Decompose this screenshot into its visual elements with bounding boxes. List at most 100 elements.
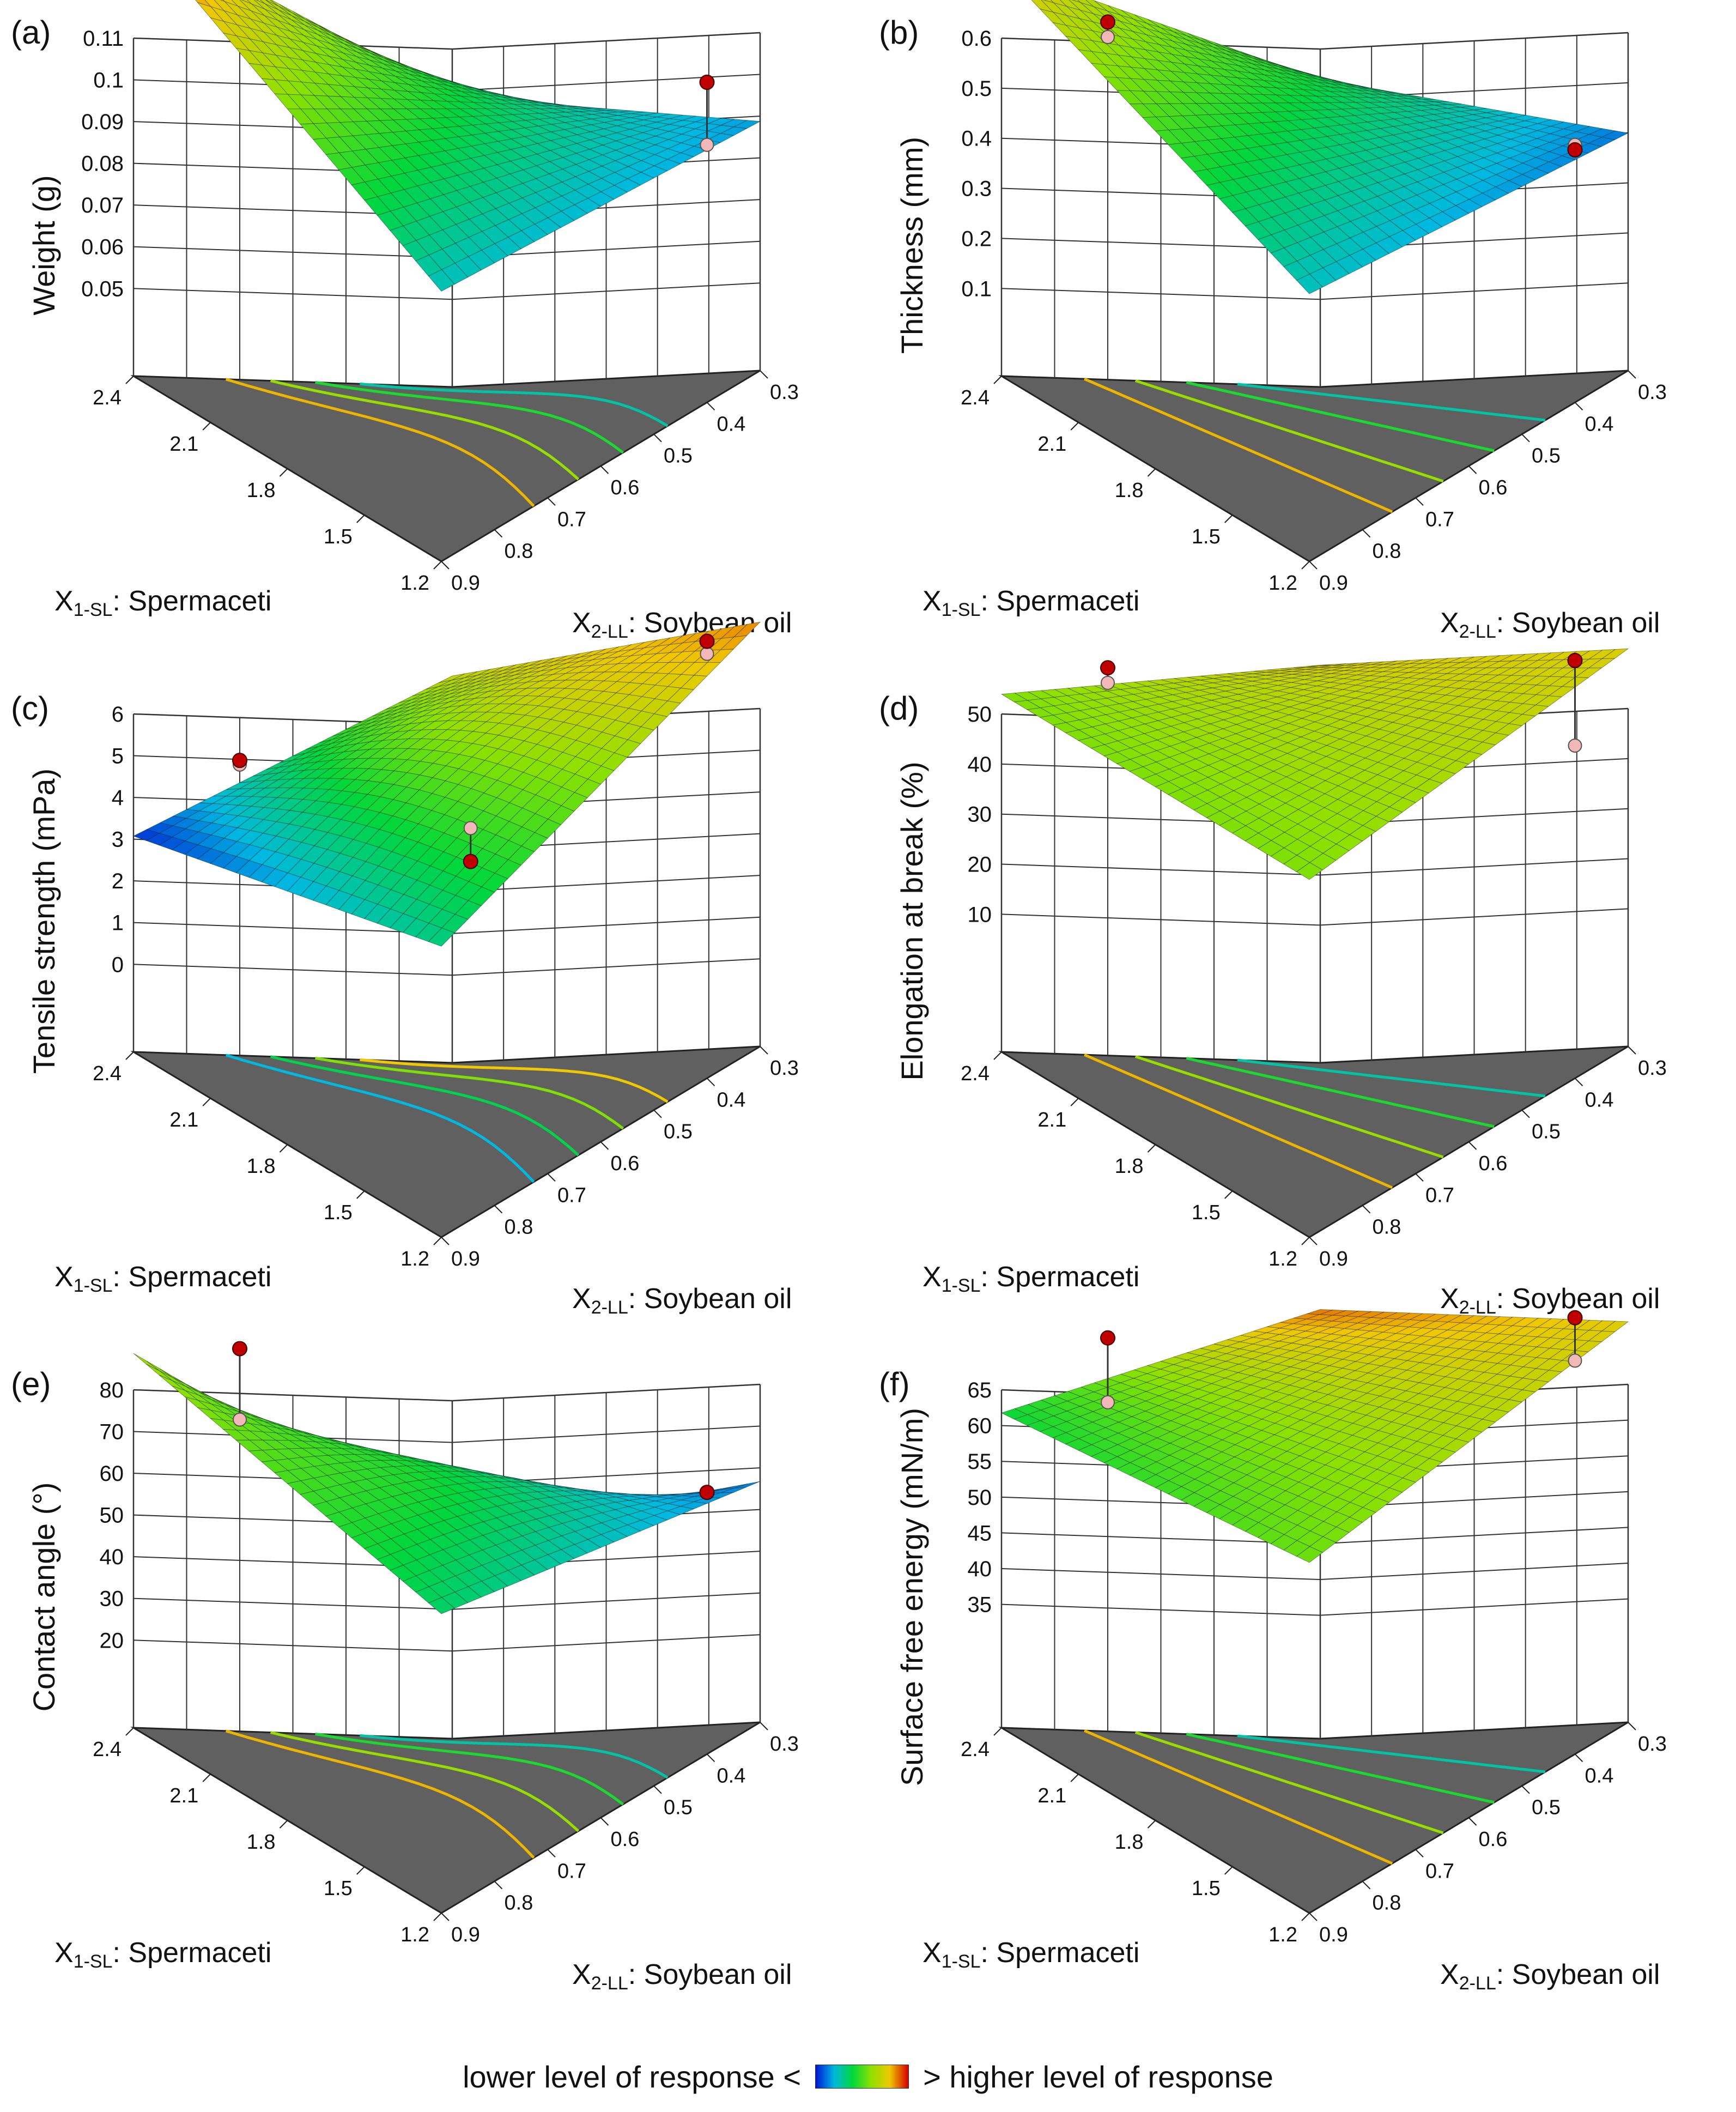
- x2-tick-label: 0.6: [1479, 1828, 1508, 1851]
- floor-contour-line: [315, 1056, 624, 1130]
- response-surface: [195, 0, 761, 292]
- x1-axis-label: X1-SL: Spermaceti: [54, 1937, 271, 1972]
- x2-tick-label: 0.4: [717, 413, 746, 435]
- x1-tick: [1224, 1190, 1233, 1199]
- surface-cell: [1601, 648, 1629, 659]
- x1-tick-label: 2.1: [169, 1109, 198, 1131]
- x1-tick-label: 1.2: [400, 572, 429, 595]
- x1-tick-label: 1.5: [324, 1877, 353, 1900]
- x2-tick-label: 0.3: [770, 381, 799, 404]
- z-gridline: [133, 958, 761, 976]
- x2-tick-label: 0.8: [1373, 1892, 1401, 1915]
- x2-tick-label: 0.7: [557, 1184, 586, 1207]
- panel-label: (a): [11, 14, 51, 51]
- z-gridline: [1001, 1598, 1629, 1616]
- design-point-marker: [1100, 1330, 1115, 1346]
- x1-tick: [125, 376, 134, 384]
- x1-tick-label: 2.4: [961, 1738, 990, 1761]
- z-tick-label: 60: [968, 1414, 992, 1438]
- x1-tick-label: 1.5: [1192, 1201, 1221, 1224]
- surface-cell: [1601, 130, 1629, 140]
- design-point-marker: [232, 1341, 247, 1357]
- floor-contour-line: [1134, 1731, 1444, 1835]
- x2-tick: [441, 1237, 450, 1245]
- x2-tick: [1415, 1173, 1424, 1182]
- x2-tick: [1574, 1753, 1583, 1763]
- x2-tick: [1574, 402, 1583, 411]
- z-gridline: [133, 1384, 761, 1402]
- x1-tick: [1224, 515, 1233, 523]
- x1-axis-label: X1-SL: Spermaceti: [922, 585, 1139, 620]
- x2-tick-label: 0.5: [1532, 1121, 1561, 1143]
- x2-tick: [1362, 1880, 1371, 1890]
- response-surface: [1000, 1309, 1629, 1563]
- x2-tick: [441, 561, 450, 570]
- floor-contour-line: [1186, 1057, 1495, 1128]
- z-tick-label: 40: [100, 1545, 124, 1569]
- x1-tick: [1224, 1866, 1233, 1875]
- z-tick-label: 55: [968, 1450, 992, 1474]
- surface-cell: [733, 1481, 761, 1488]
- z-tick-label: 30: [100, 1587, 124, 1611]
- z-gridline: [133, 1634, 761, 1652]
- x1-tick: [993, 1051, 1002, 1060]
- x2-tick: [1628, 1046, 1636, 1055]
- x2-tick-label: 0.3: [1638, 381, 1667, 404]
- z-axis-label: Surface free energy (mN/m): [895, 1408, 929, 1786]
- floor-contour-line: [360, 1058, 669, 1103]
- x2-tick-label: 0.6: [611, 1828, 640, 1851]
- surface-cell: [1601, 1321, 1629, 1332]
- panel-label: (f): [879, 1366, 910, 1402]
- floor-contour-line: [225, 1729, 535, 1859]
- x2-tick: [1415, 1849, 1424, 1858]
- design-point-marker: [463, 854, 478, 869]
- x2-tick: [547, 1849, 556, 1858]
- x1-tick-label: 1.5: [324, 525, 353, 548]
- surface-cell: [733, 120, 761, 129]
- floor-contour-line: [1084, 1053, 1393, 1189]
- x2-tick: [760, 1046, 768, 1055]
- floor-contour-line: [1084, 377, 1393, 513]
- x1-tick: [125, 1051, 134, 1060]
- x1-tick: [433, 1237, 442, 1245]
- x2-tick-label: 0.9: [1319, 1923, 1348, 1946]
- z-tick-label: 20: [968, 853, 992, 877]
- z-tick-label: 20: [100, 1629, 124, 1653]
- z-tick-label: 0.08: [81, 152, 124, 176]
- x1-tick: [993, 376, 1002, 384]
- z-tick-label: 0.3: [961, 177, 992, 201]
- x1-tick-label: 2.1: [169, 1784, 198, 1807]
- design-point-marker: [699, 1485, 715, 1500]
- x2-tick: [653, 1109, 662, 1118]
- z-tick-label: 5: [112, 745, 124, 768]
- chart-panel: 0 1 2 3 4 5 6 2.4 2.1 1.8 1.5 1.2 0.9 0.8 0.7 0.6 0.5 0.4…: [11, 621, 799, 1318]
- x2-tick: [1521, 1785, 1530, 1794]
- z-tick-label: 0.06: [81, 235, 124, 259]
- x2-tick-label: 0.8: [505, 540, 533, 563]
- x1-tick-label: 1.2: [1268, 572, 1297, 595]
- x1-tick: [356, 1866, 365, 1875]
- x2-tick-label: 0.7: [1425, 1860, 1454, 1883]
- predicted-point-marker: [1101, 29, 1115, 44]
- x1-tick-label: 1.8: [247, 1155, 276, 1178]
- x2-tick: [547, 1173, 556, 1182]
- x1-tick-label: 2.1: [1037, 1109, 1066, 1131]
- z-tick-label: 0.07: [81, 193, 124, 217]
- x2-tick: [760, 1722, 768, 1730]
- design-point-marker: [1567, 1310, 1583, 1326]
- z-tick-label: 4: [112, 786, 124, 810]
- floor-contour-line: [1237, 1734, 1546, 1774]
- x2-tick-label: 0.3: [1638, 1057, 1667, 1080]
- x1-tick: [356, 1190, 365, 1199]
- surface-cell: [146, 1364, 173, 1381]
- x2-tick: [706, 1753, 715, 1763]
- x1-axis-label: X1-SL: Spermaceti: [54, 585, 271, 620]
- floor-contour-line: [1134, 379, 1444, 483]
- x2-tick: [1309, 1237, 1318, 1245]
- x2-tick: [1309, 1913, 1318, 1921]
- z-tick-label: 6: [112, 703, 124, 727]
- x2-tick: [1521, 1109, 1530, 1118]
- x2-tick: [1415, 497, 1424, 506]
- x2-tick: [1628, 370, 1636, 379]
- x2-tick: [653, 433, 662, 443]
